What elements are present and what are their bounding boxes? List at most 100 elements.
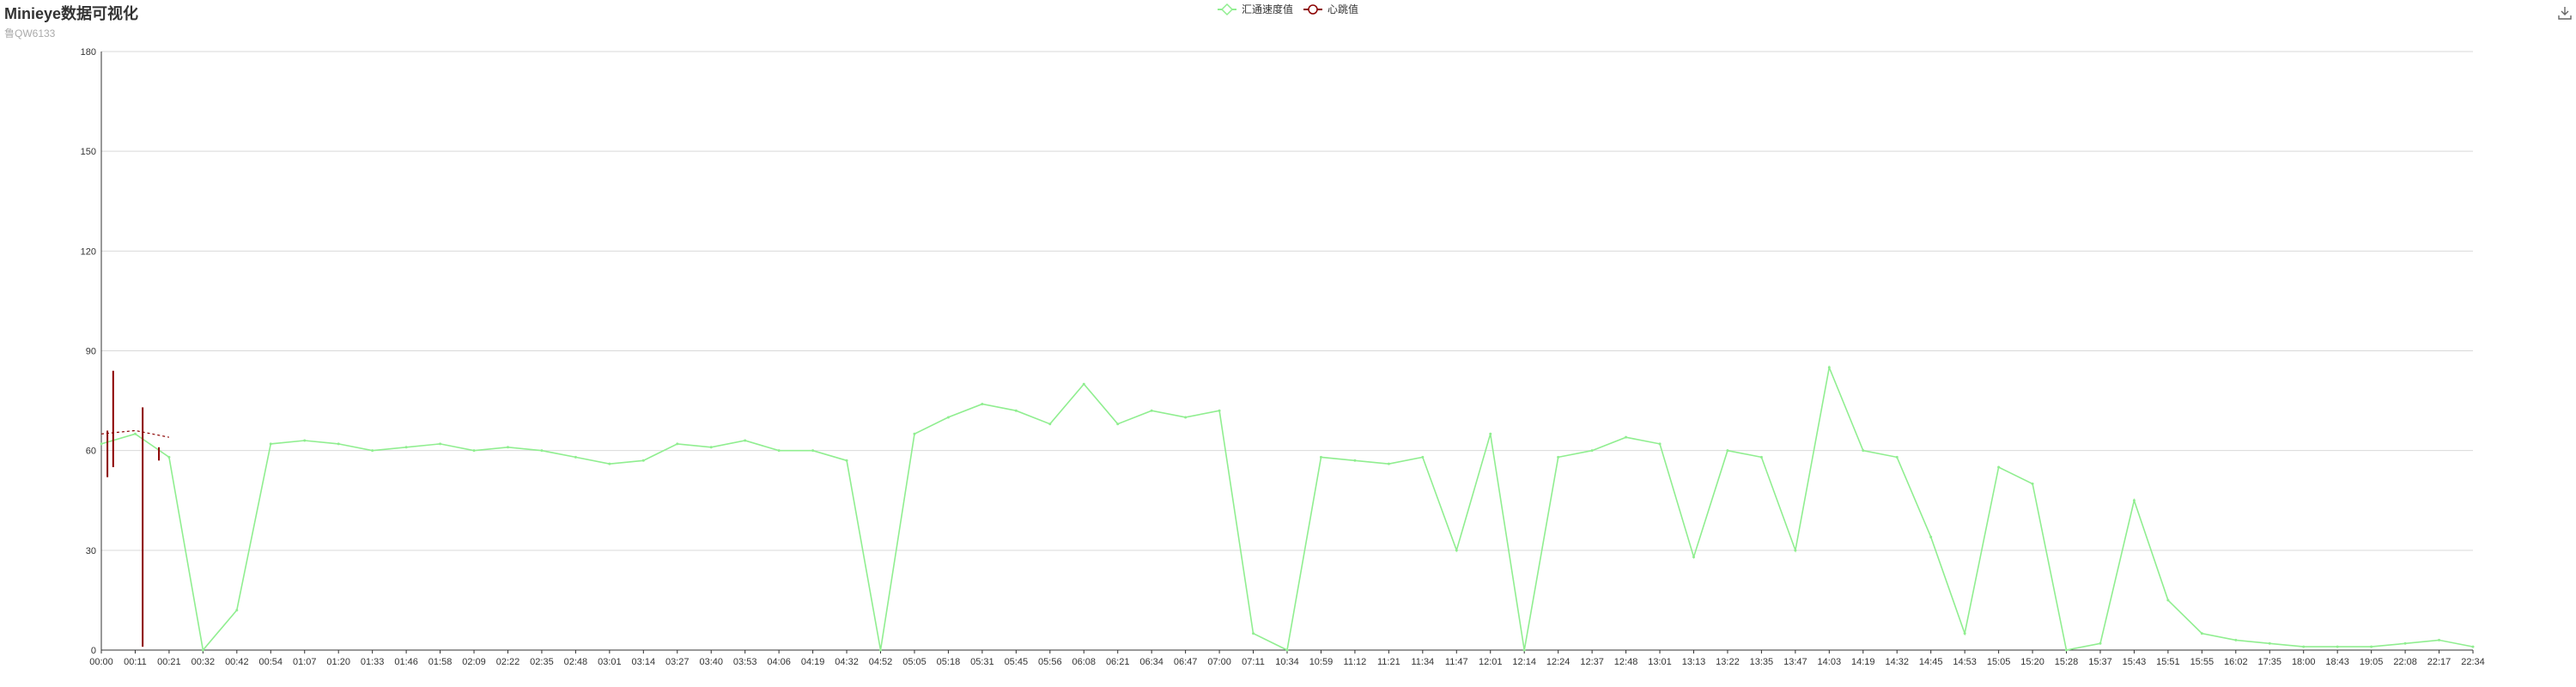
legend-item-heartbeat[interactable]: 心跳值 xyxy=(1303,3,1358,15)
x-tick-label: 02:22 xyxy=(496,657,520,667)
data-point-speed xyxy=(404,446,408,449)
x-tick-label: 00:32 xyxy=(191,657,216,667)
data-point-speed xyxy=(2302,645,2306,648)
data-point-speed xyxy=(100,442,103,446)
data-point-speed xyxy=(1116,423,1120,426)
data-point-speed xyxy=(1184,416,1188,419)
x-tick-label: 19:05 xyxy=(2360,657,2384,667)
data-point-speed xyxy=(2065,648,2069,652)
x-tick-label: 18:43 xyxy=(2325,657,2349,667)
data-point-speed xyxy=(2132,499,2136,502)
data-point-speed xyxy=(1658,442,1662,446)
data-point-speed xyxy=(1421,455,1425,459)
data-point-speed xyxy=(1387,462,1390,465)
data-point-speed xyxy=(879,648,883,652)
x-tick-label: 11:12 xyxy=(1344,657,1367,667)
data-point-speed xyxy=(1895,455,1899,459)
x-tick-label: 02:48 xyxy=(564,657,588,667)
data-point-speed xyxy=(946,416,950,419)
x-tick-label: 01:58 xyxy=(428,657,453,667)
x-tick-label: 12:14 xyxy=(1512,657,1536,667)
x-tick-label: 11:21 xyxy=(1377,657,1400,667)
data-point-speed xyxy=(540,449,544,453)
x-tick-label: 15:05 xyxy=(1987,657,2011,667)
x-tick-label: 03:14 xyxy=(632,657,656,667)
data-point-speed xyxy=(1455,549,1458,552)
x-tick-label: 14:53 xyxy=(1953,657,1977,667)
x-tick-label: 14:03 xyxy=(1818,657,1842,667)
x-tick-label: 05:18 xyxy=(937,657,961,667)
x-tick-label: 13:01 xyxy=(1648,657,1672,667)
data-point-speed xyxy=(744,439,747,442)
x-tick-label: 18:00 xyxy=(2292,657,2316,667)
data-point-speed xyxy=(845,459,848,462)
x-tick-label: 14:32 xyxy=(1885,657,1909,667)
x-tick-label: 22:08 xyxy=(2393,657,2417,667)
data-point-speed xyxy=(133,432,137,435)
x-tick-label: 03:27 xyxy=(665,657,690,667)
x-tick-label: 07:11 xyxy=(1242,657,1265,667)
data-point-speed xyxy=(676,442,679,446)
x-tick-label: 15:28 xyxy=(2055,657,2079,667)
x-tick-label: 00:00 xyxy=(89,657,113,667)
data-point-speed xyxy=(2471,645,2475,648)
data-point-speed xyxy=(2268,641,2271,645)
data-point-speed xyxy=(1014,409,1018,412)
x-tick-label: 14:45 xyxy=(1919,657,1943,667)
x-tick-label: 01:33 xyxy=(361,657,385,667)
data-point-speed xyxy=(371,449,374,453)
data-point-speed xyxy=(641,459,645,462)
x-tick-label: 03:40 xyxy=(699,657,723,667)
data-point-speed xyxy=(1048,423,1052,426)
x-tick-label: 05:31 xyxy=(970,657,994,667)
x-tick-label: 15:20 xyxy=(2020,657,2044,667)
x-tick-label: 01:20 xyxy=(326,657,350,667)
x-tick-label: 15:43 xyxy=(2123,657,2147,667)
y-tick-label: 0 xyxy=(91,646,96,656)
x-tick-label: 03:53 xyxy=(733,657,757,667)
legend-item-speed[interactable]: 汇通速度值 xyxy=(1218,3,1293,16)
x-tick-label: 12:24 xyxy=(1546,657,1571,667)
x-tick-label: 06:34 xyxy=(1139,657,1163,667)
x-tick-label: 22:17 xyxy=(2427,657,2451,667)
data-point-speed xyxy=(506,446,509,449)
data-point-speed xyxy=(1929,535,1933,538)
x-tick-label: 13:35 xyxy=(1750,657,1774,667)
data-point-speed xyxy=(1862,449,1865,453)
data-point-speed xyxy=(2234,638,2238,641)
data-point-speed xyxy=(167,455,171,459)
data-point-speed xyxy=(608,462,611,465)
x-tick-label: 10:59 xyxy=(1309,657,1334,667)
data-point-speed xyxy=(1827,366,1831,369)
data-point-speed xyxy=(2099,641,2102,645)
x-tick-label: 12:48 xyxy=(1614,657,1638,667)
y-tick-label: 150 xyxy=(81,147,96,157)
x-tick-label: 06:08 xyxy=(1072,657,1096,667)
x-tick-label: 04:19 xyxy=(801,657,825,667)
x-tick-label: 00:42 xyxy=(225,657,249,667)
legend-heartbeat-label: 心跳值 xyxy=(1327,3,1358,15)
data-point-speed xyxy=(269,442,272,446)
y-tick-label: 30 xyxy=(86,546,96,556)
x-tick-label: 13:13 xyxy=(1682,657,1706,667)
x-tick-label: 04:06 xyxy=(767,657,791,667)
x-tick-label: 13:22 xyxy=(1716,657,1740,667)
download-icon[interactable] xyxy=(2557,5,2573,21)
data-point-speed xyxy=(2370,645,2373,648)
x-tick-label: 00:11 xyxy=(124,657,147,667)
data-point-speed xyxy=(1252,632,1255,635)
chart-subtitle: 鲁QW6133 xyxy=(4,27,56,40)
x-tick-label: 01:46 xyxy=(394,657,418,667)
x-tick-label: 17:35 xyxy=(2257,657,2281,667)
data-point-speed xyxy=(2403,641,2407,645)
data-point-speed xyxy=(201,648,204,652)
x-tick-label: 02:35 xyxy=(530,657,554,667)
data-point-speed xyxy=(981,402,984,405)
y-tick-label: 120 xyxy=(81,246,96,257)
data-point-speed xyxy=(574,455,577,459)
legend-speed-label: 汇通速度值 xyxy=(1242,3,1293,15)
data-point-speed xyxy=(1692,556,1695,559)
x-tick-label: 06:47 xyxy=(1174,657,1198,667)
data-point-speed xyxy=(1590,449,1594,453)
data-point-speed xyxy=(2336,645,2339,648)
